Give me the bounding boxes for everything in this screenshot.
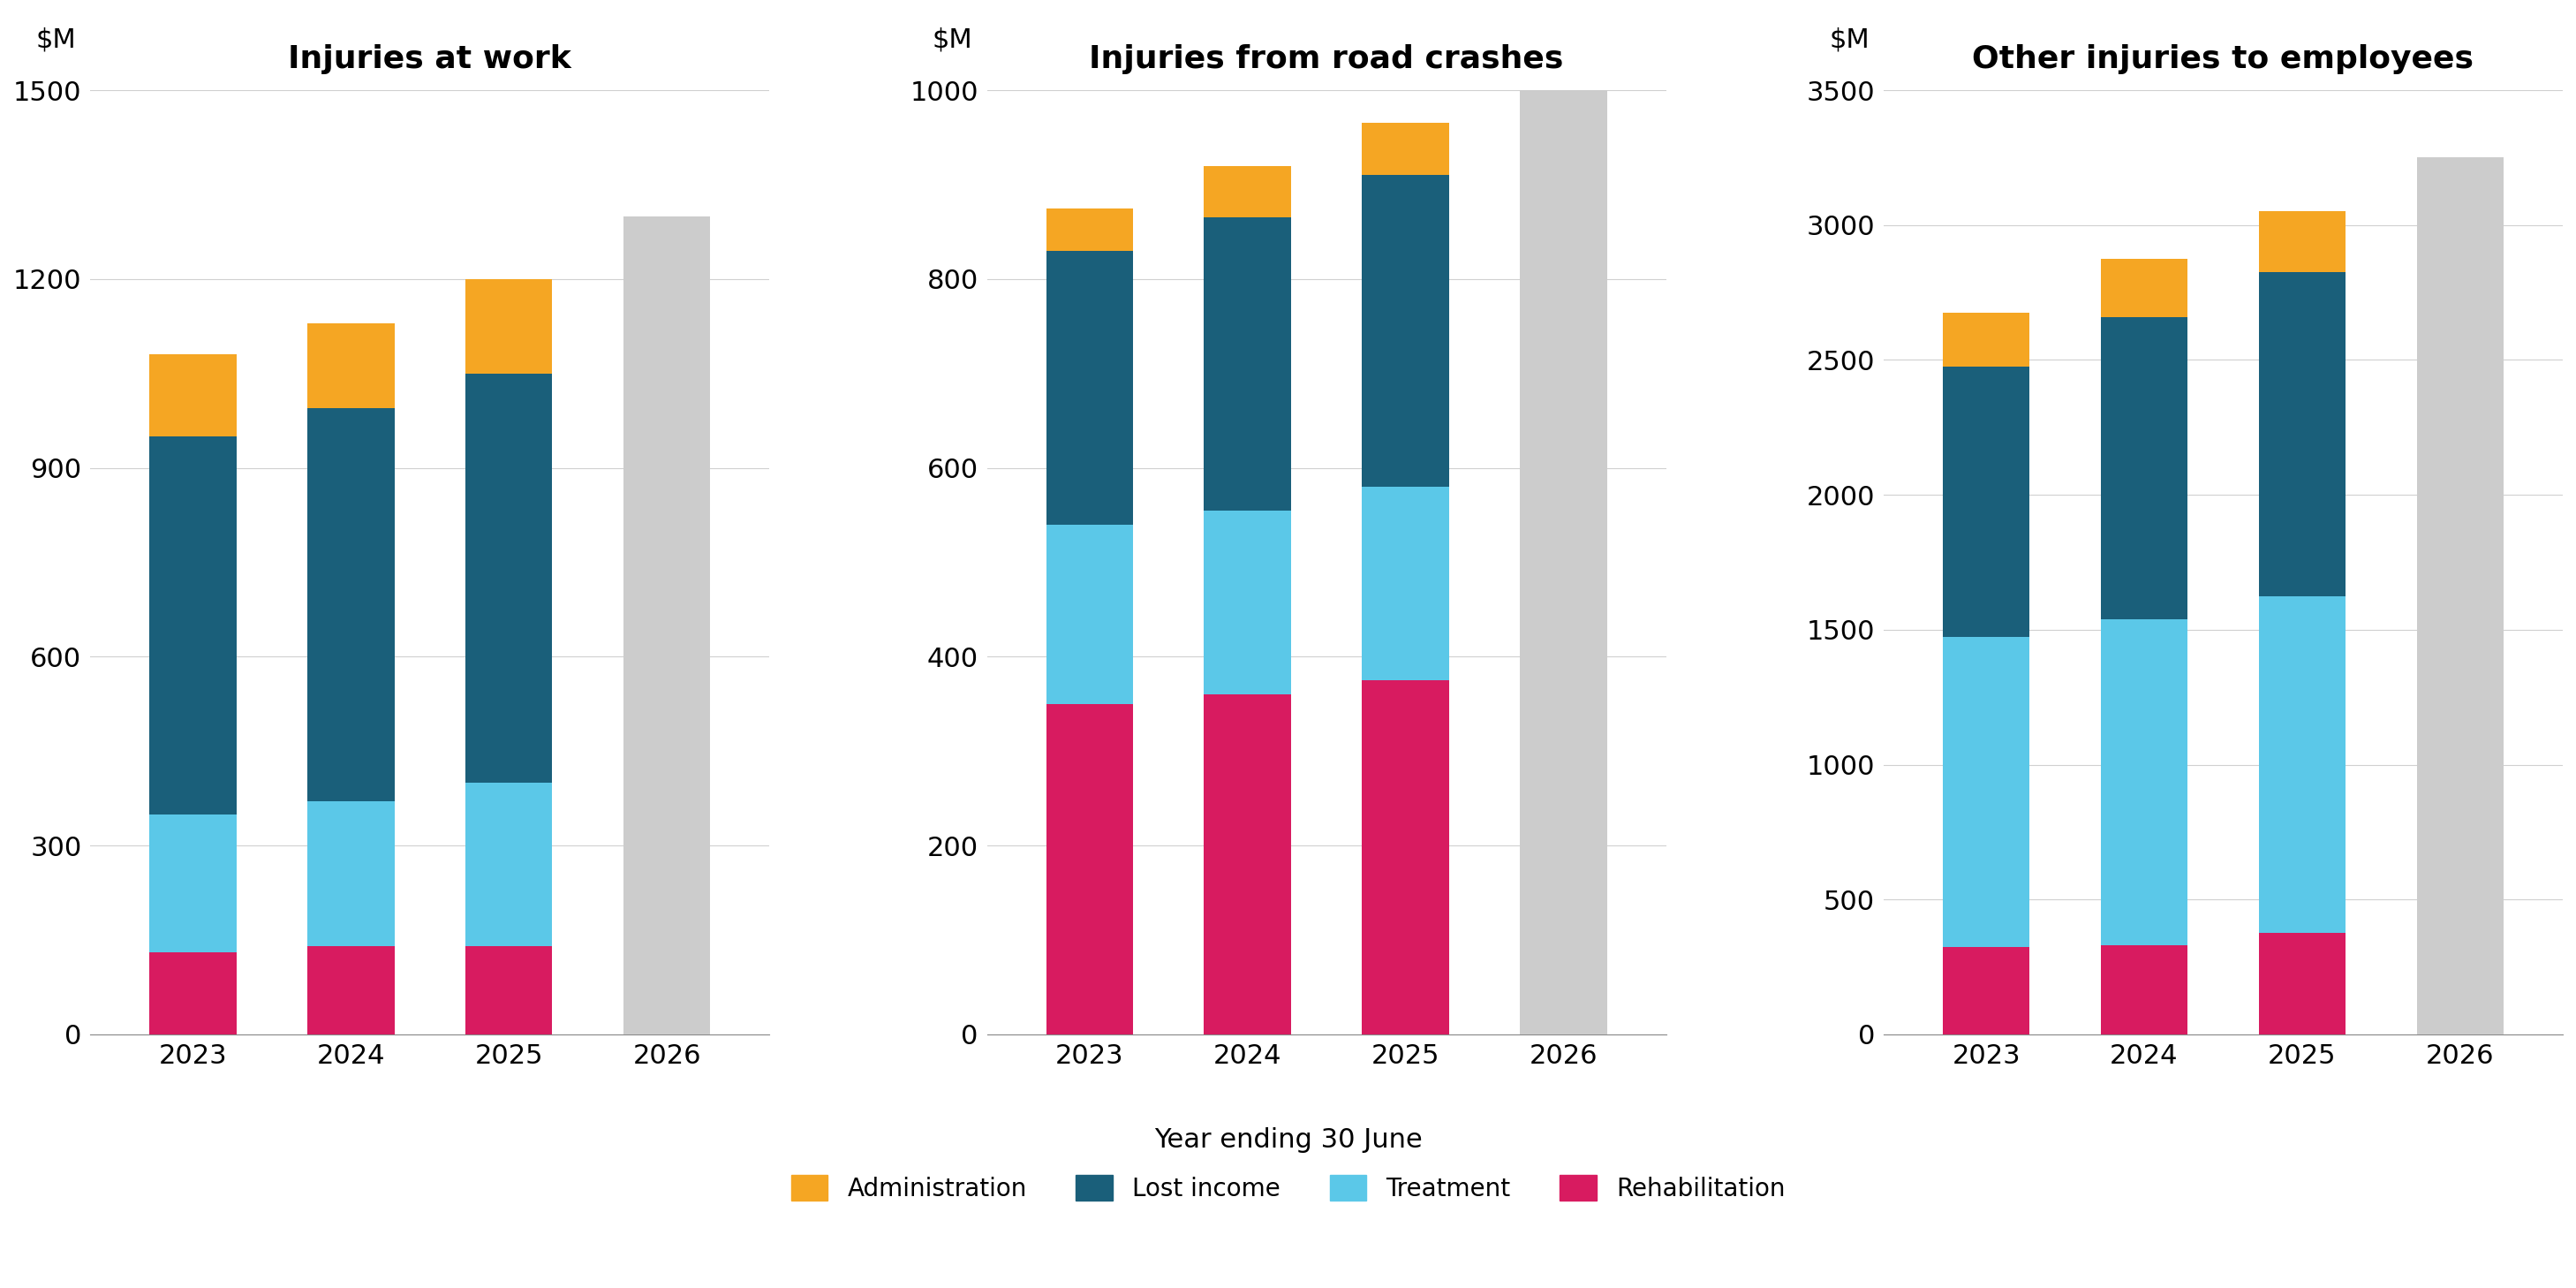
- Bar: [1203, 166, 1291, 218]
- Bar: [1363, 124, 1448, 175]
- Bar: [1046, 209, 1133, 251]
- Bar: [1046, 524, 1133, 705]
- Bar: [1046, 705, 1133, 1034]
- Title: Injuries from road crashes: Injuries from road crashes: [1090, 44, 1564, 75]
- Bar: [2099, 620, 2187, 945]
- Bar: [2259, 272, 2347, 596]
- Bar: [466, 279, 551, 374]
- Bar: [1520, 90, 1607, 1034]
- Bar: [1203, 694, 1291, 1034]
- Bar: [1942, 947, 2030, 1034]
- Bar: [307, 801, 394, 947]
- Title: Injuries at work: Injuries at work: [289, 44, 572, 75]
- Text: Year ending 30 June: Year ending 30 June: [1154, 1127, 1422, 1153]
- Bar: [2099, 317, 2187, 620]
- Bar: [1363, 680, 1448, 1034]
- Bar: [2259, 211, 2347, 272]
- Bar: [1942, 367, 2030, 636]
- Bar: [1942, 636, 2030, 947]
- Text: $M: $M: [1829, 27, 1870, 53]
- Bar: [2099, 945, 2187, 1034]
- Bar: [149, 953, 237, 1034]
- Bar: [1363, 175, 1448, 487]
- Bar: [1046, 251, 1133, 524]
- Bar: [2259, 934, 2347, 1034]
- Bar: [1363, 487, 1448, 680]
- Bar: [466, 947, 551, 1034]
- Bar: [307, 408, 394, 801]
- Bar: [466, 783, 551, 947]
- Bar: [1203, 218, 1291, 510]
- Bar: [2416, 157, 2504, 1034]
- Bar: [307, 323, 394, 408]
- Bar: [1942, 313, 2030, 367]
- Legend: Administration, Lost income, Treatment, Rehabilitation: Administration, Lost income, Treatment, …: [781, 1166, 1795, 1211]
- Bar: [2099, 259, 2187, 317]
- Title: Other injuries to employees: Other injuries to employees: [1973, 44, 2473, 75]
- Bar: [149, 437, 237, 814]
- Bar: [307, 947, 394, 1034]
- Bar: [1203, 510, 1291, 694]
- Bar: [149, 814, 237, 953]
- Text: $M: $M: [933, 27, 974, 53]
- Text: $M: $M: [36, 27, 77, 53]
- Bar: [623, 216, 711, 1034]
- Bar: [2259, 596, 2347, 934]
- Bar: [466, 374, 551, 783]
- Bar: [149, 354, 237, 437]
